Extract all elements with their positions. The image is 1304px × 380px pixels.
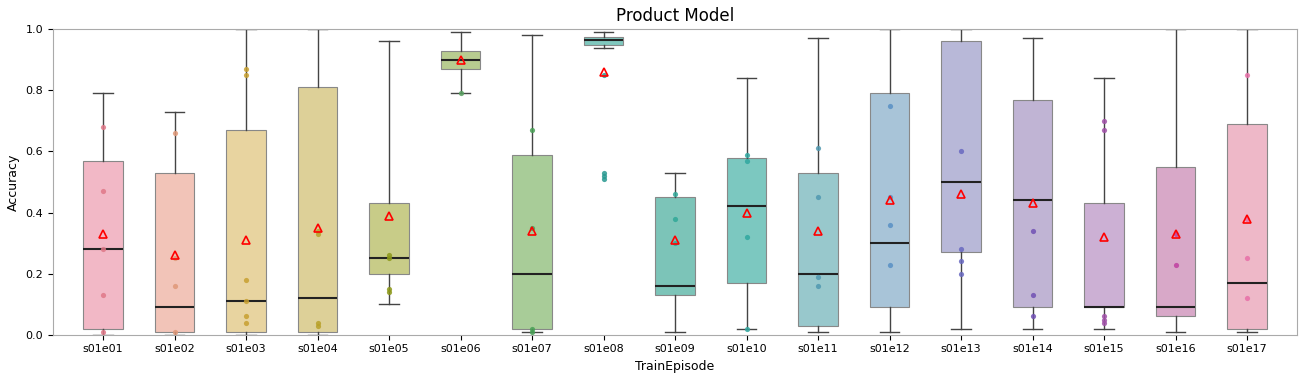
- Point: [1236, 295, 1257, 301]
- Point: [735, 158, 756, 164]
- Point: [1094, 127, 1115, 133]
- Point: [93, 292, 113, 298]
- Point: [593, 72, 614, 78]
- Point: [93, 246, 113, 252]
- Point: [93, 124, 113, 130]
- PathPatch shape: [441, 51, 480, 69]
- Point: [1022, 228, 1043, 234]
- Y-axis label: Accuracy: Accuracy: [7, 154, 20, 211]
- Title: Product Model: Product Model: [615, 7, 734, 25]
- Point: [236, 66, 257, 72]
- Point: [522, 326, 542, 332]
- Point: [93, 329, 113, 335]
- Point: [665, 240, 686, 246]
- PathPatch shape: [227, 130, 266, 332]
- Point: [378, 286, 399, 292]
- Point: [593, 176, 614, 182]
- Point: [1236, 215, 1257, 222]
- Point: [735, 326, 756, 332]
- Point: [522, 225, 542, 231]
- Point: [807, 274, 828, 280]
- Point: [236, 298, 257, 304]
- Point: [879, 261, 900, 268]
- Point: [807, 283, 828, 289]
- Point: [593, 170, 614, 176]
- PathPatch shape: [1085, 203, 1124, 307]
- PathPatch shape: [798, 173, 837, 326]
- Point: [306, 228, 327, 234]
- Point: [1094, 317, 1115, 323]
- Point: [1164, 231, 1185, 237]
- Point: [164, 130, 185, 136]
- Point: [951, 271, 971, 277]
- Point: [522, 329, 542, 335]
- PathPatch shape: [1227, 124, 1266, 329]
- Point: [735, 234, 756, 240]
- Point: [951, 246, 971, 252]
- Point: [306, 231, 327, 237]
- Point: [236, 320, 257, 326]
- Point: [164, 255, 185, 261]
- Point: [1022, 314, 1043, 320]
- PathPatch shape: [1155, 167, 1196, 317]
- PathPatch shape: [512, 155, 552, 329]
- Point: [1236, 255, 1257, 261]
- Point: [807, 146, 828, 152]
- Point: [1236, 72, 1257, 78]
- Point: [93, 188, 113, 194]
- Point: [879, 103, 900, 109]
- Point: [236, 314, 257, 320]
- Point: [1022, 292, 1043, 298]
- Point: [1094, 314, 1115, 320]
- Point: [665, 191, 686, 197]
- PathPatch shape: [584, 37, 623, 44]
- Point: [1164, 261, 1185, 268]
- PathPatch shape: [656, 197, 695, 295]
- Point: [1094, 320, 1115, 326]
- Point: [306, 323, 327, 329]
- PathPatch shape: [155, 173, 194, 332]
- Point: [306, 320, 327, 326]
- PathPatch shape: [1013, 100, 1052, 307]
- Point: [236, 72, 257, 78]
- Point: [735, 152, 756, 158]
- PathPatch shape: [726, 158, 767, 283]
- PathPatch shape: [941, 41, 981, 252]
- Point: [236, 277, 257, 283]
- Point: [450, 90, 471, 97]
- Point: [378, 255, 399, 261]
- Point: [1094, 118, 1115, 124]
- Point: [164, 283, 185, 289]
- Point: [665, 215, 686, 222]
- Point: [593, 173, 614, 179]
- Point: [879, 222, 900, 228]
- Point: [879, 194, 900, 200]
- PathPatch shape: [870, 93, 909, 307]
- X-axis label: TrainEpisode: TrainEpisode: [635, 360, 715, 373]
- Point: [522, 127, 542, 133]
- PathPatch shape: [83, 161, 123, 329]
- Point: [378, 289, 399, 295]
- Point: [164, 329, 185, 335]
- PathPatch shape: [297, 87, 338, 332]
- Point: [951, 149, 971, 155]
- Point: [378, 252, 399, 258]
- Point: [807, 194, 828, 200]
- Point: [951, 258, 971, 264]
- PathPatch shape: [369, 203, 408, 274]
